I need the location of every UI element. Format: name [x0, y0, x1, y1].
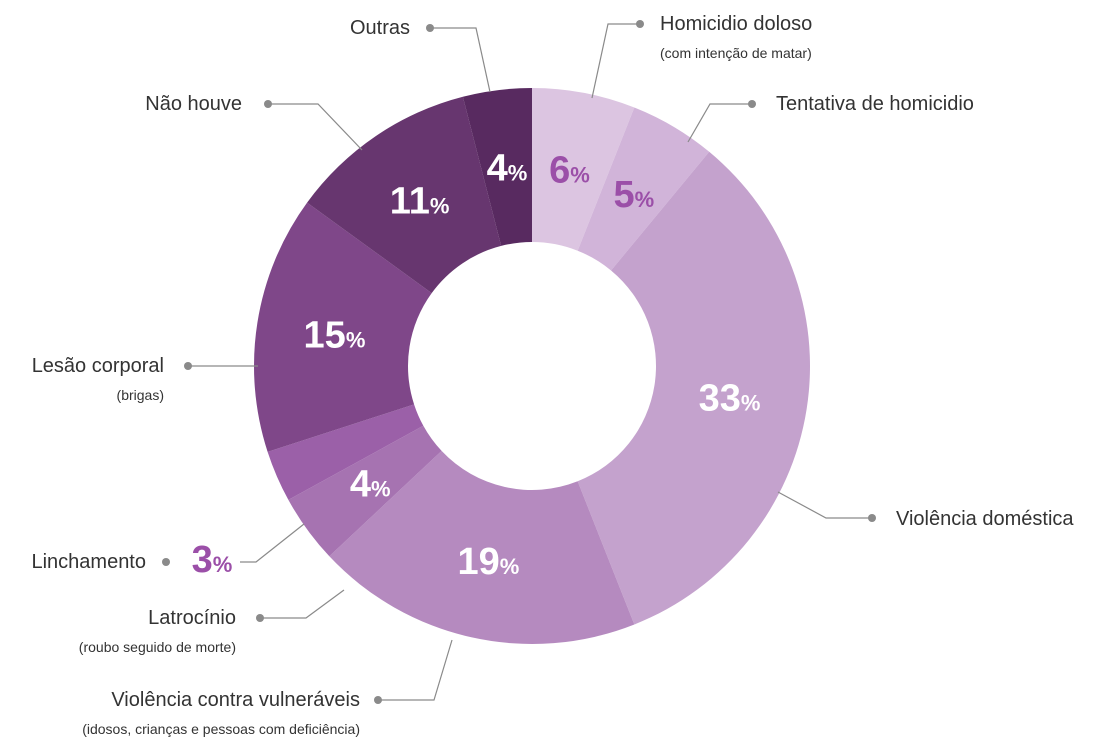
percent-labels: 6% 5% 33% 19% 4% 3% 15% 11% 4% [192, 148, 761, 584]
sublabel-latrocinio: (roubo seguido de morte) [79, 639, 236, 655]
leader-homicidio-doloso [591, 23, 640, 99]
percent-tentativa-de-homicidio: 5% [613, 174, 654, 216]
percent-nao-houve: 11% [390, 181, 450, 223]
leader-latrocinio [260, 589, 345, 619]
leader-nao-houve [268, 103, 363, 151]
leader-linchamento [240, 523, 305, 563]
percent-outras: 4% [487, 148, 528, 190]
label-linchamento: Linchamento [31, 551, 146, 573]
leader-dot-outras [426, 24, 434, 32]
label-violencia-contra-vulneraveis: Violência contra vulneráveis [111, 689, 360, 711]
leader-lines [162, 20, 876, 704]
percent-homicidio-doloso: 6% [549, 150, 590, 192]
leader-dot-violencia-domestica [868, 514, 876, 522]
leader-dot-linchamento [162, 558, 170, 566]
percent-latrocinio: 4% [350, 464, 391, 506]
slice-nao-houve [307, 96, 502, 294]
percent-lesao-corporal: 15% [304, 315, 366, 357]
sublabel-lesao-corporal: (brigas) [117, 387, 164, 403]
percent-violencia-domestica: 33% [699, 377, 761, 419]
label-tentativa-de-homicidio: Tentativa de homicidio [776, 93, 974, 115]
slice-linchamento [267, 404, 424, 500]
donut-slices [253, 88, 810, 644]
leader-dot-latrocinio [256, 614, 264, 622]
sublabel-violencia-contra-vulneraveis: (idosos, crianças e pessoas com deficiên… [82, 721, 360, 737]
label-homicidio-doloso: Homicidio doloso [660, 13, 812, 35]
percent-violencia-contra-vulneraveis: 19% [457, 541, 519, 583]
leader-tentativa-de-homicidio [687, 103, 752, 143]
leader-dot-nao-houve [264, 100, 272, 108]
leader-dot-tentativa-de-homicidio [748, 100, 756, 108]
slice-latrocinio [288, 425, 442, 557]
leader-outras [430, 27, 491, 93]
label-nao-houve: Não houve [145, 93, 242, 115]
label-latrocinio: Latrocínio [148, 607, 236, 629]
leader-dot-homicidio-doloso [636, 20, 644, 28]
leader-dot-lesao-corporal [184, 362, 192, 370]
label-outras: Outras [350, 17, 410, 39]
leader-violencia-domestica [777, 491, 872, 519]
category-labels: Homicidio doloso (com intenção de matar) T… [31, 13, 1074, 737]
leader-violencia-contra-vulneraveis [378, 639, 453, 701]
label-violencia-domestica: Violência doméstica [896, 508, 1074, 530]
slice-lesao-corporal [253, 202, 432, 452]
label-lesao-corporal: Lesão corporal [32, 355, 164, 377]
percent-linchamento: 3% [192, 539, 233, 581]
sublabel-homicidio-doloso: (com intenção de matar) [660, 45, 812, 61]
slice-violencia-contra-vulneraveis [329, 450, 635, 644]
slice-violencia-domestica [577, 151, 810, 625]
slice-homicidio-doloso [532, 88, 635, 251]
slice-tentativa-de-homicidio [577, 107, 710, 271]
leader-dot-violencia-contra-vulneraveis [374, 696, 382, 704]
slice-outras [462, 88, 532, 246]
